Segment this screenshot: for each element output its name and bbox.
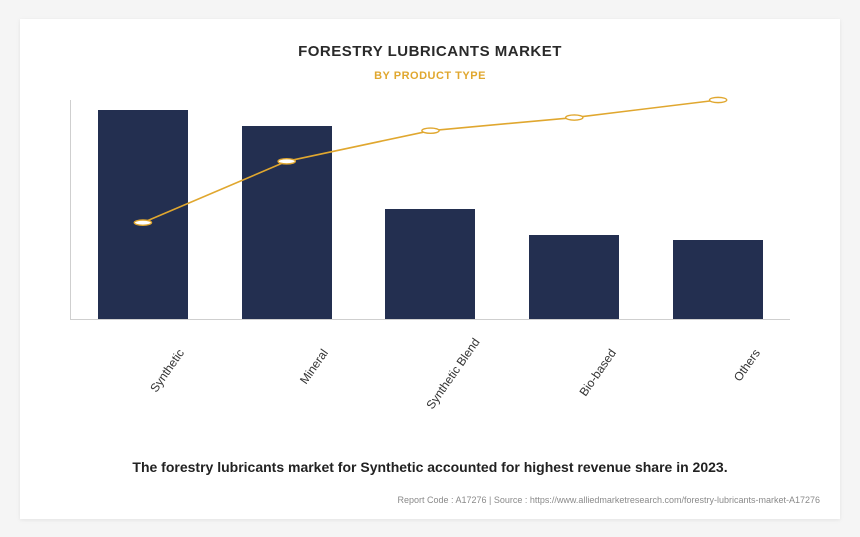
xlabel-2: Synthetic Blend (423, 330, 565, 467)
chart-area: Synthetic Mineral Synthetic Blend Bio-ba… (70, 100, 790, 350)
plot-region (70, 100, 790, 320)
xlabel-1: Mineral (279, 330, 421, 467)
chart-card: FORESTRY LUBRICANTS MARKET BY PRODUCT TY… (20, 19, 840, 519)
trend-line (143, 100, 718, 223)
line-overlay (71, 100, 790, 319)
marker-0 (134, 220, 151, 225)
marker-3 (566, 114, 583, 119)
xlabel-0: Synthetic (135, 330, 277, 467)
chart-subtitle: BY PRODUCT TYPE (60, 70, 800, 82)
footer-source-text: Source : https://www.alliedmarketresearc… (494, 495, 820, 505)
x-axis-labels: Synthetic Mineral Synthetic Blend Bio-ba… (70, 330, 790, 440)
xlabel-4: Others (711, 330, 853, 467)
footer-source: Report Code : A17276 | Source : https://… (397, 495, 820, 505)
marker-2 (422, 128, 439, 133)
footer-sep: | (487, 495, 494, 505)
marker-4 (709, 97, 726, 102)
xlabel-3: Bio-based (567, 330, 709, 467)
chart-caption: The forestry lubricants market for Synth… (20, 459, 840, 475)
marker-1 (278, 158, 295, 163)
chart-title: FORESTRY LUBRICANTS MARKET (60, 43, 800, 60)
footer-report-code: Report Code : A17276 (397, 495, 486, 505)
